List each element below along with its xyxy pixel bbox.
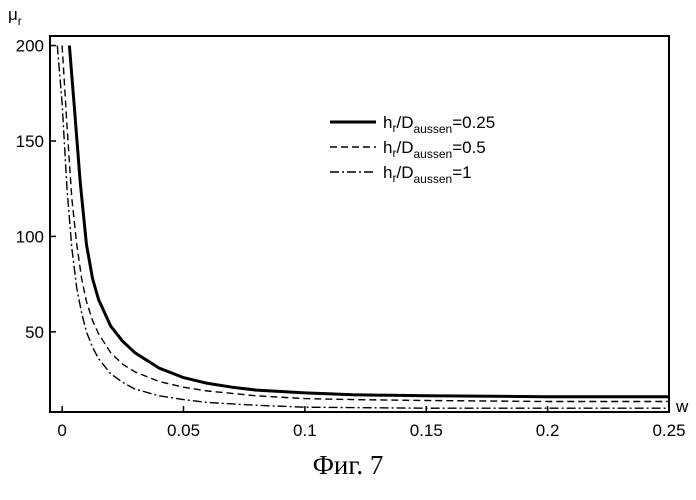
legend-item-solid: hr/Daussen=0.25 — [330, 113, 495, 136]
x-tick-label: 0.25 — [652, 421, 685, 440]
figure-caption: Фиг. 7 — [0, 450, 696, 481]
series-layer — [57, 46, 669, 409]
y-tick-label: 50 — [25, 323, 44, 342]
series-line-dash-dot — [57, 46, 669, 409]
y-tick-label: 100 — [16, 227, 44, 246]
y-axis-label: μr — [8, 5, 22, 28]
legend-label-dashed: hr/Daussen=0.5 — [383, 138, 486, 161]
x-tick-label: 0.1 — [293, 421, 317, 440]
y-tick-label: 150 — [16, 132, 44, 151]
y-tick-label: 200 — [16, 37, 44, 56]
x-axis-label: w — [675, 397, 689, 416]
x-tick-label: 0.2 — [536, 421, 560, 440]
x-tick-label: 0 — [57, 421, 66, 440]
series-line-solid — [69, 46, 669, 397]
x-tick-label: 0.05 — [167, 421, 200, 440]
plot-area-frame — [50, 36, 669, 412]
x-tick-label: 0.15 — [410, 421, 443, 440]
series-line-dashed — [62, 46, 669, 402]
legend-item-dashdot: hr/Daussen=1 — [330, 163, 472, 186]
legend-label-dashdot: hr/Daussen=1 — [383, 163, 472, 186]
legend: hr/Daussen=0.25 hr/Daussen=0.5 hr/Dausse… — [330, 113, 495, 186]
legend-label-solid: hr/Daussen=0.25 — [383, 113, 495, 136]
chart: 0 0.05 0.1 0.15 0.2 0.25 50 100 150 200 μr w hr/… — [0, 0, 696, 450]
legend-item-dashed: hr/Daussen=0.5 — [330, 138, 486, 161]
